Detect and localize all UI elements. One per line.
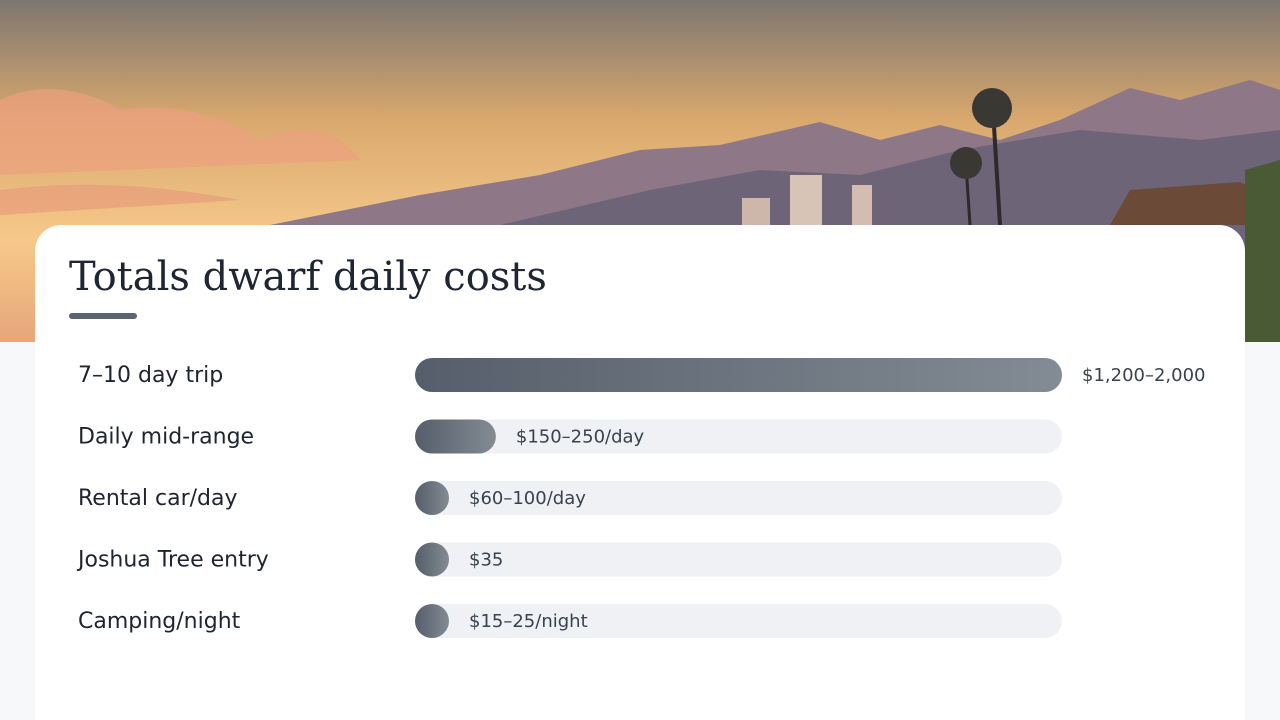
cloud — [0, 184, 240, 215]
category-label: Daily mid-range — [78, 425, 254, 450]
palm — [972, 88, 1012, 128]
card — [35, 225, 1245, 720]
bar — [415, 604, 449, 638]
bar-track — [415, 481, 1062, 515]
building — [852, 185, 872, 225]
bar — [415, 481, 449, 515]
category-label: 7–10 day trip — [78, 363, 223, 388]
building — [790, 175, 822, 225]
palm — [991, 109, 1002, 226]
chart-title: Totals dwarf daily costs — [69, 254, 547, 300]
bar — [415, 542, 449, 577]
category-label: Camping/night — [78, 609, 241, 634]
category-label: Rental car/day — [78, 486, 238, 511]
building — [742, 198, 770, 225]
title-underline — [69, 313, 137, 319]
value-label: $15–25/night — [469, 611, 588, 632]
bar — [415, 419, 496, 454]
value-label: $1,200–2,000 — [1082, 365, 1206, 386]
bar-track — [415, 542, 1062, 577]
cloud — [0, 89, 360, 175]
palm — [950, 147, 982, 179]
bar — [415, 358, 1062, 392]
value-label: $60–100/day — [469, 488, 586, 509]
bar-track — [415, 419, 1062, 454]
value-label: $150–250/day — [516, 427, 645, 448]
bar-track — [415, 604, 1062, 638]
trees — [1245, 160, 1280, 342]
house — [1110, 182, 1280, 342]
plot: 7–10 day trip $1,200–2,000 Daily mid-range… — [76, 358, 1206, 638]
value-label: $35 — [469, 550, 503, 571]
category-label: Joshua Tree entry — [76, 548, 269, 573]
